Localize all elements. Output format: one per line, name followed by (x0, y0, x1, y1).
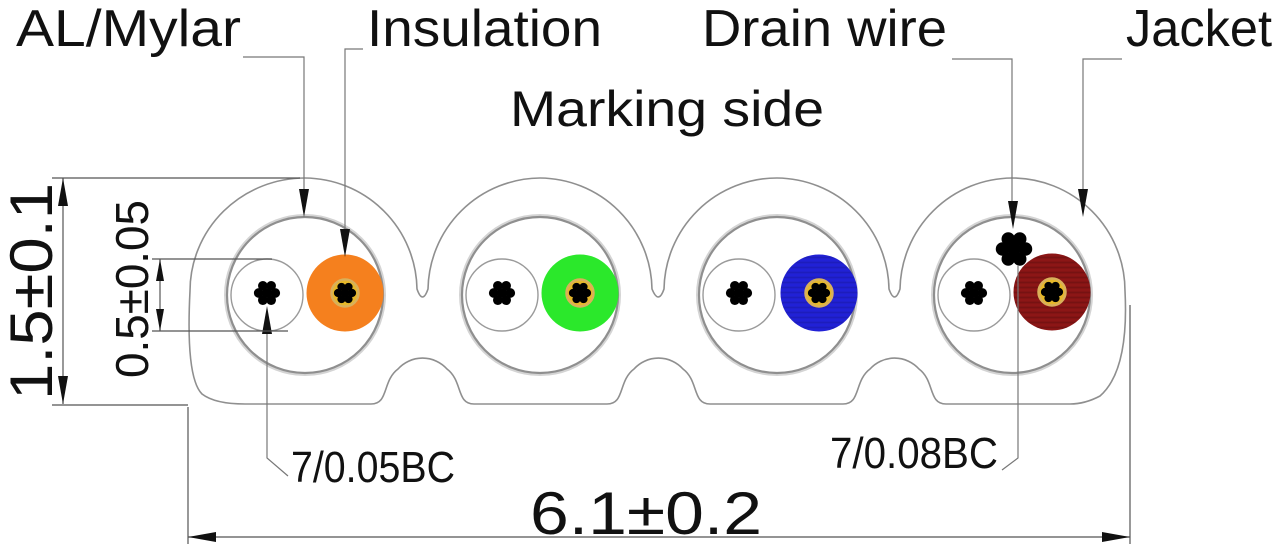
insulation-leader-arrow (340, 229, 350, 257)
jacket-outline (188, 177, 1127, 405)
width-dim-arrow-left (188, 532, 216, 542)
jacket-leader-arrow (1078, 189, 1088, 217)
al-mylar-leader-line (243, 56, 305, 190)
lobe-1 (224, 214, 386, 376)
drain-wire-leader-line (952, 58, 1013, 202)
drain-spec-leader-line (1001, 266, 1019, 471)
insulation-label: Insulation (367, 0, 602, 58)
height-dimension-text: 1.5±0.1 (0, 183, 65, 400)
lobe-3 (696, 214, 858, 376)
jacket-label: Jacket (1126, 0, 1273, 58)
drain-wire-leader-arrow (1008, 201, 1018, 229)
drain-wire-label: Drain wire (702, 0, 947, 58)
width-dim-arrow-right (1102, 532, 1130, 542)
drain-spec-label: 7/0.08BC (830, 429, 998, 478)
height-dim-arrow-bottom (58, 376, 68, 404)
width-dimension-text: 6.1±0.2 (530, 480, 762, 546)
conductor-spec-label: 7/0.05BC (291, 443, 455, 492)
lobe-4 (931, 214, 1093, 376)
insulation-leader-line (344, 48, 363, 230)
lobe-2 (459, 214, 621, 376)
jacket-leader-line (1082, 58, 1122, 190)
al-mylar-label: AL/Mylar (16, 0, 241, 58)
conductor-spec-leader-line (266, 333, 289, 477)
channel-dimension-text: 0.5±0.05 (106, 200, 158, 378)
height-dim-arrow-top (58, 178, 68, 206)
conductor-spec-leader-arrow (262, 306, 272, 334)
channel-dim-arrow-bottom (156, 309, 164, 331)
al-mylar-leader-arrow (299, 189, 309, 217)
channel-dim-arrow-top (156, 259, 164, 281)
marking-side-label: Marking side (510, 81, 824, 137)
